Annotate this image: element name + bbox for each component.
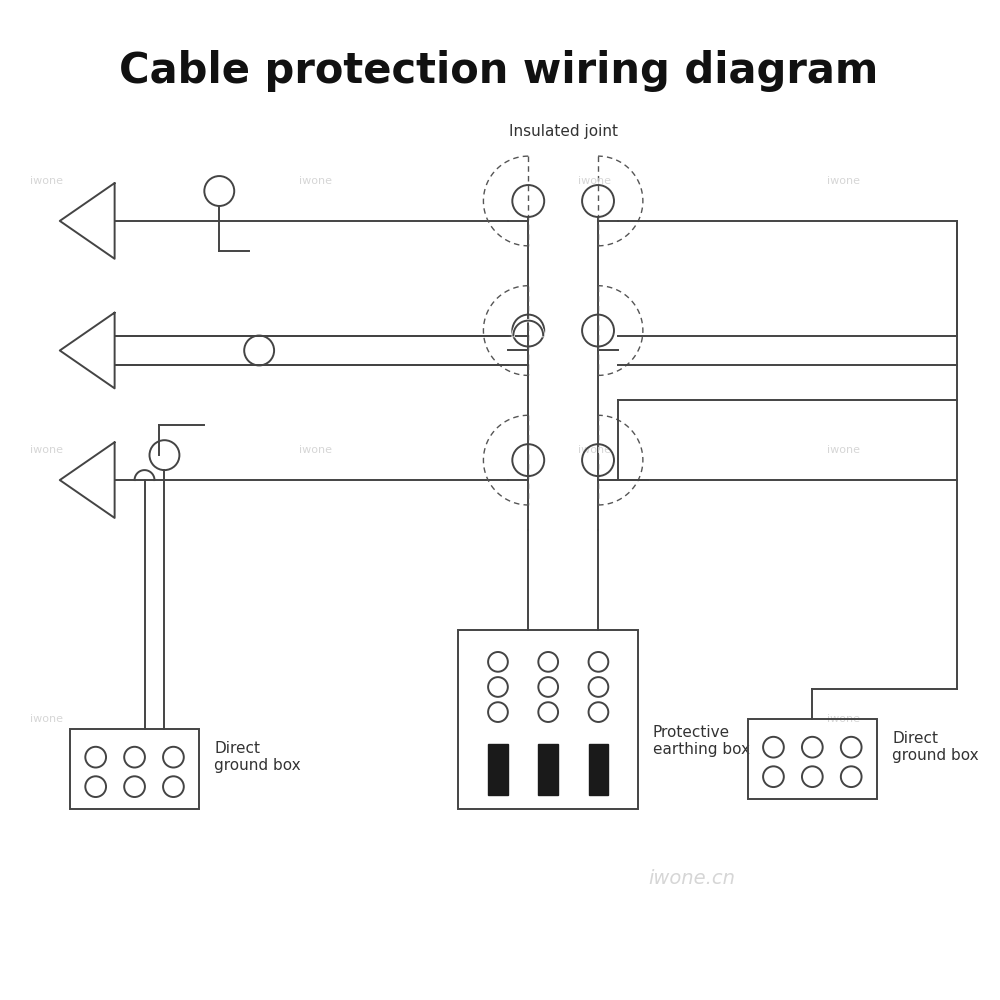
Text: iwone: iwone <box>827 176 860 186</box>
Text: Cable protection wiring diagram: Cable protection wiring diagram <box>119 50 878 92</box>
Text: Protective
earthing box: Protective earthing box <box>653 725 750 757</box>
Text: Direct
ground box: Direct ground box <box>214 741 301 773</box>
Bar <box>589 744 608 795</box>
Text: iwone: iwone <box>30 176 63 186</box>
Text: iwone: iwone <box>299 445 332 455</box>
Text: iwone: iwone <box>578 445 611 455</box>
Bar <box>748 719 877 799</box>
Text: iwone.cn: iwone.cn <box>648 869 735 888</box>
Text: iwone: iwone <box>578 176 611 186</box>
Text: Insulated joint: Insulated joint <box>509 124 618 139</box>
Bar <box>538 744 558 795</box>
Text: iwone: iwone <box>827 445 860 455</box>
Bar <box>70 729 199 809</box>
Text: iwone: iwone <box>299 176 332 186</box>
Text: iwone: iwone <box>30 714 63 724</box>
Bar <box>458 630 638 809</box>
Text: iwone: iwone <box>827 714 860 724</box>
Text: iwone: iwone <box>30 445 63 455</box>
Text: Direct
ground box: Direct ground box <box>892 731 979 763</box>
Bar <box>488 744 508 795</box>
